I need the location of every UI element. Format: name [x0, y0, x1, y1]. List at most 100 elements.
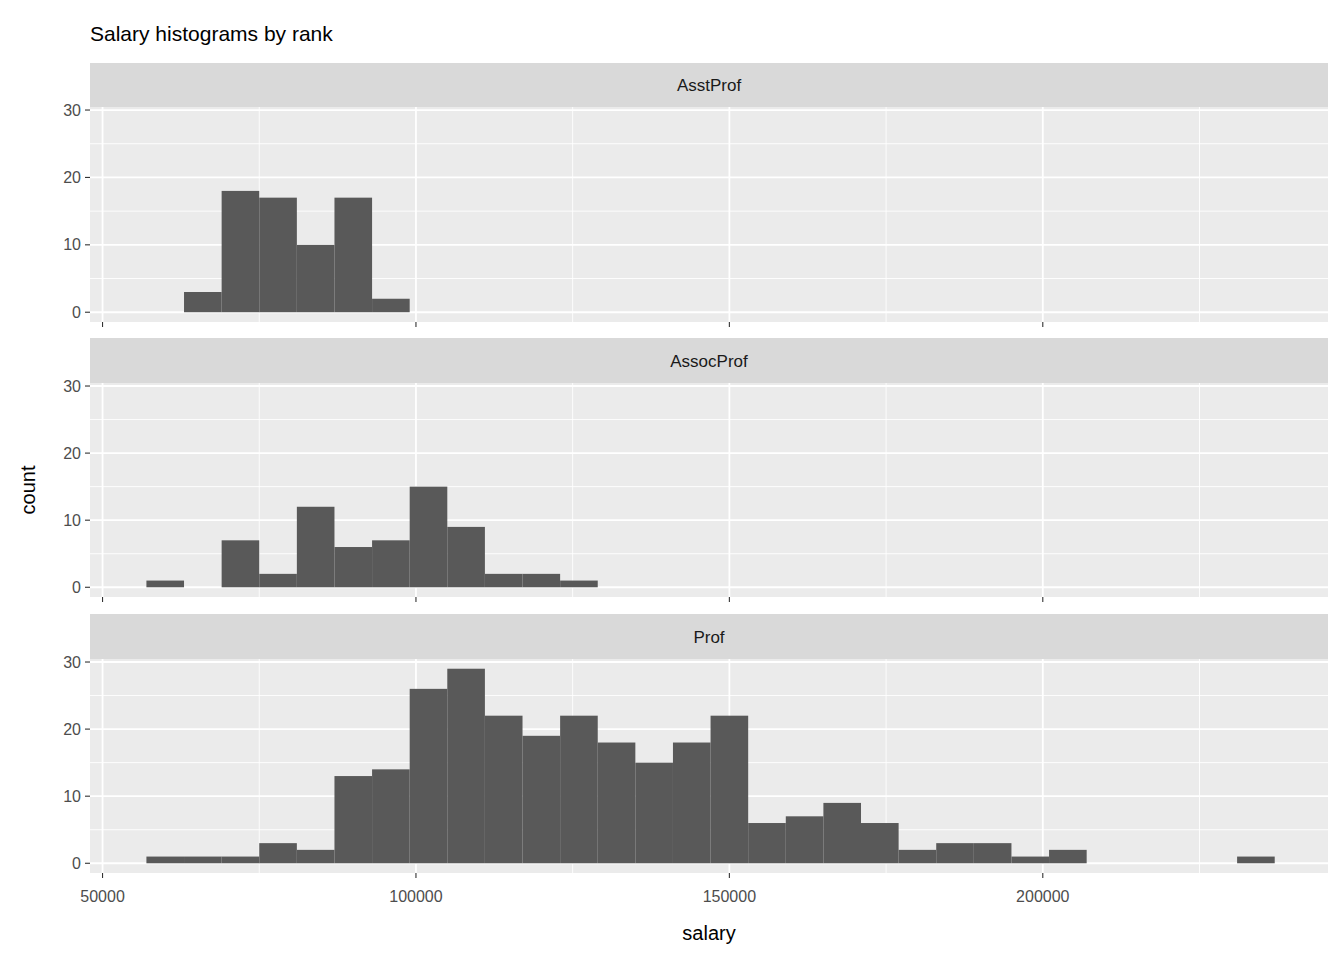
minor-grid — [1199, 107, 1200, 322]
grid-line — [90, 452, 1328, 454]
histogram-bar — [259, 574, 297, 587]
grid-line — [102, 659, 104, 873]
bars — [146, 669, 1274, 864]
histogram-bar — [146, 312, 184, 313]
plot-background — [90, 659, 1328, 873]
tick-mark — [102, 322, 103, 327]
tick-mark — [1042, 322, 1043, 327]
histogram-bar — [899, 850, 937, 863]
grid-line — [102, 383, 104, 597]
histogram-bar — [1237, 857, 1275, 864]
histogram-bar — [410, 312, 448, 313]
minor-grid — [90, 419, 1328, 420]
tick-label: 150000 — [703, 888, 756, 905]
histogram-bar — [786, 312, 824, 313]
histogram-bar — [711, 716, 749, 864]
histogram-bar — [410, 487, 448, 588]
tick-mark — [102, 597, 103, 602]
histogram-bar — [635, 587, 673, 588]
histogram-bar — [635, 312, 673, 313]
tick-label: 0 — [72, 855, 81, 872]
tick-mark — [85, 520, 90, 521]
plot-background — [90, 383, 1328, 597]
minor-grid — [90, 486, 1328, 487]
tick-mark — [85, 729, 90, 730]
grid-line — [728, 383, 730, 597]
histogram-bar — [598, 587, 636, 588]
histogram-bar — [1199, 587, 1237, 588]
bars — [146, 487, 597, 588]
histogram-bar — [297, 245, 335, 312]
histogram-bar — [861, 587, 899, 588]
histogram-bar — [410, 689, 448, 863]
minor-grid — [1199, 659, 1200, 873]
histogram-bar — [899, 312, 937, 313]
histogram-bar — [222, 540, 260, 587]
histogram-bar — [334, 547, 372, 587]
histogram-bar — [297, 507, 335, 588]
histogram-bar — [1162, 587, 1200, 588]
minor-grid — [90, 695, 1328, 696]
tick-mark — [729, 873, 730, 878]
tick-mark — [85, 244, 90, 245]
axis-title: count — [17, 465, 39, 514]
background — [0, 0, 1344, 960]
histogram-bar — [447, 527, 485, 587]
histogram-bar — [259, 198, 297, 313]
histogram-bar — [146, 857, 184, 864]
bars — [184, 191, 410, 312]
histogram-bar — [1237, 312, 1275, 313]
histogram-bar — [861, 823, 899, 863]
histogram-bar — [560, 312, 598, 313]
histogram-bar — [711, 312, 749, 313]
tick-label: 10 — [63, 512, 81, 529]
histogram-bar — [1049, 312, 1087, 313]
histogram-bar — [823, 587, 861, 588]
histogram-bar — [786, 587, 824, 588]
chart-title: Salary histograms by rank — [90, 22, 333, 45]
tick-mark — [85, 587, 90, 588]
histogram-bar — [1011, 312, 1049, 313]
minor-grid — [90, 143, 1328, 144]
histogram-bar — [523, 312, 561, 313]
strip — [90, 63, 1328, 107]
histogram-bar — [748, 587, 786, 588]
tick-mark — [102, 873, 103, 878]
tick-label: 50000 — [80, 888, 125, 905]
histogram-bar — [598, 743, 636, 864]
panel: AsstProf0102030 — [63, 63, 1328, 327]
histogram-bar — [823, 312, 861, 313]
tick-mark — [85, 385, 90, 386]
tick-mark — [85, 863, 90, 864]
histogram-bar — [1124, 312, 1162, 313]
tick-mark — [1042, 597, 1043, 602]
tick-mark — [415, 322, 416, 327]
histogram-bar — [748, 312, 786, 313]
strip — [90, 338, 1328, 383]
histogram-bar — [974, 843, 1012, 863]
histogram-bar — [523, 736, 561, 863]
histogram-bar — [485, 312, 523, 313]
histogram-bar — [184, 857, 222, 864]
tick-mark — [85, 109, 90, 110]
histogram-bar — [1162, 863, 1200, 864]
minor-grid — [886, 107, 887, 322]
grid-line — [90, 109, 1328, 111]
histogram-bar — [1124, 863, 1162, 864]
chart: Salary histograms by rank AsstProf0102030… — [0, 0, 1344, 960]
histogram-bar — [485, 716, 523, 864]
grid-line — [728, 107, 730, 322]
plot-background — [90, 107, 1328, 322]
histogram-bar — [748, 823, 786, 863]
histogram-bar — [560, 581, 598, 588]
histogram-bar — [974, 587, 1012, 588]
histogram-bar — [598, 312, 636, 313]
histogram-bar — [635, 763, 673, 864]
strip — [90, 614, 1328, 659]
tick-mark — [85, 453, 90, 454]
panel: Prof010203050000100000150000200000 — [63, 614, 1328, 905]
tick-mark — [729, 322, 730, 327]
tick-label: 10 — [63, 236, 81, 253]
histogram-bar — [447, 669, 485, 864]
histogram-bar — [334, 198, 372, 313]
